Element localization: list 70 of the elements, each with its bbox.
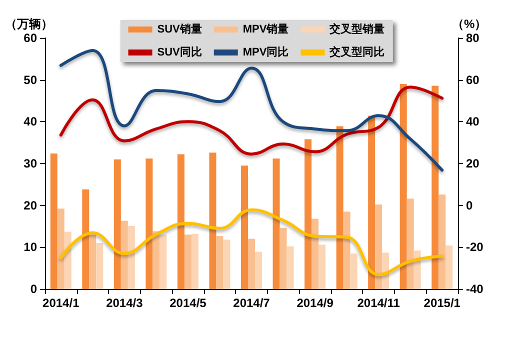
bar (160, 234, 167, 289)
bar (152, 231, 160, 289)
bar (406, 198, 414, 289)
bar (89, 234, 96, 289)
y2-tick-label: 0 (466, 198, 473, 212)
bar (446, 245, 453, 289)
bar (382, 252, 390, 289)
y2-tick-label: 80 (466, 31, 480, 45)
bar (120, 220, 128, 289)
bar (96, 242, 104, 289)
x-tick-label: 2014/9 (296, 296, 334, 310)
bar (350, 253, 358, 289)
bar (146, 158, 153, 289)
bar (255, 252, 262, 289)
y2-tick-label: 40 (466, 114, 480, 129)
bar (368, 116, 376, 289)
y2-tick-label: 60 (466, 72, 480, 87)
bar (209, 152, 216, 289)
legend-label: MPV销量 (242, 24, 289, 36)
x-tick-label: 2014/5 (170, 296, 207, 310)
bar (216, 236, 224, 289)
x-tick-label: 2014/3 (106, 296, 144, 310)
bar (414, 250, 421, 289)
bar (304, 139, 312, 289)
bar (241, 166, 248, 289)
bar (184, 234, 192, 289)
legend-label: SUV销量 (157, 24, 202, 36)
legend-label: 交叉型销量 (328, 22, 385, 36)
legend-label: MPV同比 (242, 46, 289, 58)
x-tick-label: 2015/1 (424, 296, 461, 310)
legend-label: 交叉型同比 (328, 46, 385, 58)
bar (177, 154, 184, 289)
bar (272, 158, 280, 289)
bar (438, 194, 446, 289)
y-tick-label: 50 (24, 72, 38, 87)
x-tick-label: 2014/1 (42, 296, 80, 310)
bar (280, 228, 287, 289)
bar (286, 246, 294, 289)
line-series (59, 86, 444, 156)
bar (248, 238, 255, 289)
y-axis-title: （万辆） (5, 17, 53, 31)
y-tick-label: 0 (30, 282, 38, 296)
bar (57, 208, 64, 289)
bar (312, 218, 319, 289)
bar (82, 189, 90, 289)
y2-axis-title: （%） (452, 17, 487, 31)
bar (318, 244, 326, 289)
y-tick-label: 10 (24, 240, 38, 254)
y-tick-label: 40 (24, 114, 38, 129)
y2-tick-label: -40 (466, 282, 484, 296)
y-tick-label: 60 (24, 31, 38, 45)
bar (375, 204, 382, 289)
x-tick-label: 2014/11 (357, 296, 400, 310)
y2-tick-label: -20 (466, 240, 484, 254)
bar (336, 126, 344, 289)
bar (114, 159, 121, 289)
bar (400, 84, 407, 289)
bar (432, 86, 439, 289)
y-tick-label: 20 (24, 198, 38, 212)
bar (343, 212, 350, 289)
y2-tick-label: 20 (466, 156, 480, 170)
legend-label: SUV同比 (157, 46, 202, 58)
bar (223, 240, 230, 289)
bar (191, 234, 198, 289)
x-tick-label: 2014/7 (233, 296, 270, 310)
bar (64, 232, 72, 289)
bar (50, 153, 58, 289)
bar (128, 226, 135, 289)
y-tick-label: 30 (24, 156, 38, 170)
line-series (59, 208, 444, 276)
